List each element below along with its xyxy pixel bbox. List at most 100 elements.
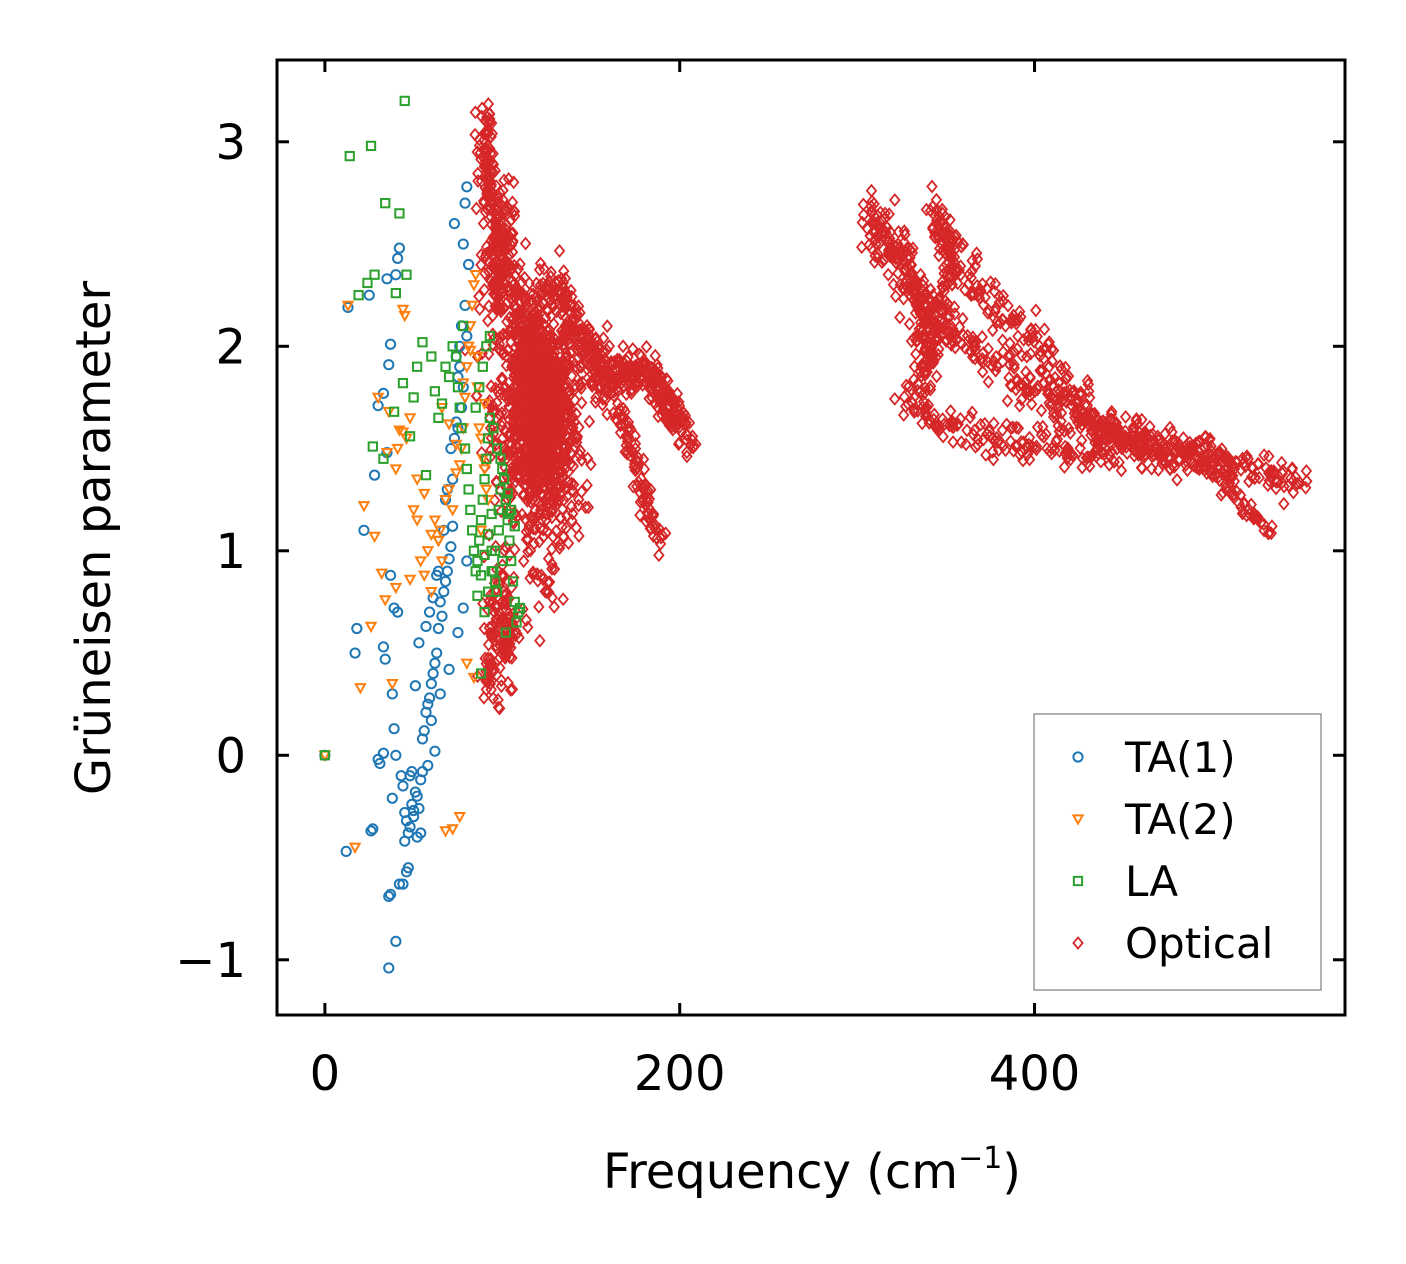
point-optical xyxy=(541,506,553,521)
point-optical xyxy=(1130,412,1143,426)
point-optical xyxy=(572,299,585,314)
point-optical xyxy=(616,410,628,424)
point-optical xyxy=(876,255,888,270)
x-tick-label: 0 xyxy=(310,1046,341,1102)
point-optical xyxy=(908,359,921,374)
point-optical xyxy=(968,423,981,438)
point-optical xyxy=(502,639,515,654)
point-optical xyxy=(986,444,999,459)
point-optical xyxy=(1046,354,1058,369)
point-la xyxy=(475,668,487,679)
point-optical xyxy=(959,341,971,356)
point-optical xyxy=(577,349,589,364)
point-optical xyxy=(551,369,563,383)
point-optical xyxy=(528,536,540,551)
point-optical xyxy=(1117,436,1130,451)
series-optical xyxy=(459,97,1313,716)
point-optical xyxy=(914,315,927,330)
y-axis-title: Grüneisen parameter xyxy=(66,281,122,796)
point-optical xyxy=(1113,455,1125,470)
point-ta-1- xyxy=(461,330,473,342)
point-ta-1- xyxy=(392,252,404,264)
point-ta-2- xyxy=(464,345,477,358)
point-optical xyxy=(1272,474,1284,489)
point-optical xyxy=(471,145,483,159)
point-optical xyxy=(680,427,693,441)
point-optical xyxy=(516,434,528,448)
point-optical xyxy=(1111,441,1123,456)
point-optical xyxy=(1055,406,1068,420)
point-optical xyxy=(1113,437,1125,451)
point-optical xyxy=(997,294,1009,309)
point-la xyxy=(380,198,391,209)
point-ta-2- xyxy=(480,484,493,497)
point-la xyxy=(394,208,405,219)
point-optical xyxy=(489,239,502,254)
point-ta-1- xyxy=(388,602,400,614)
point-optical xyxy=(948,300,961,314)
point-ta-2- xyxy=(389,582,403,595)
point-la xyxy=(504,535,515,546)
point-optical xyxy=(905,258,918,272)
point-optical xyxy=(531,309,544,323)
point-optical xyxy=(558,380,570,394)
point-optical xyxy=(487,398,499,413)
point-optical xyxy=(1068,384,1080,398)
point-optical xyxy=(1015,392,1028,407)
point-optical xyxy=(1278,496,1290,511)
point-optical xyxy=(1045,441,1058,456)
point-optical xyxy=(492,653,504,667)
point-optical xyxy=(969,335,982,350)
point-ta-1- xyxy=(408,804,420,817)
point-optical xyxy=(1138,449,1151,464)
point-optical xyxy=(485,243,498,258)
point-optical xyxy=(635,478,647,493)
point-optical xyxy=(948,250,961,265)
point-ta-1- xyxy=(383,890,395,902)
point-ta-1- xyxy=(425,678,437,690)
point-optical xyxy=(564,457,577,472)
point-optical xyxy=(993,295,1006,310)
point-la xyxy=(443,371,455,383)
point-optical xyxy=(596,397,609,412)
point-optical xyxy=(1023,430,1036,445)
point-optical xyxy=(966,287,979,302)
point-ta-1- xyxy=(425,714,437,727)
point-optical xyxy=(874,205,887,220)
point-optical xyxy=(983,424,996,439)
point-optical xyxy=(565,369,578,383)
point-la xyxy=(507,576,519,587)
point-ta-1- xyxy=(443,553,455,565)
point-optical xyxy=(686,433,699,448)
point-optical xyxy=(567,477,580,492)
point-ta-1- xyxy=(429,657,441,669)
point-optical xyxy=(900,378,913,393)
point-optical xyxy=(571,307,584,322)
point-optical xyxy=(1129,439,1142,454)
point-optical xyxy=(480,159,493,174)
point-optical xyxy=(1252,510,1264,524)
point-optical xyxy=(897,408,910,422)
point-optical xyxy=(517,403,530,418)
point-ta-1- xyxy=(390,749,402,761)
point-optical xyxy=(522,544,534,559)
point-optical xyxy=(996,423,1009,437)
point-ta-2- xyxy=(460,362,474,374)
point-optical xyxy=(477,216,490,231)
point-optical xyxy=(507,514,520,528)
point-optical xyxy=(1226,485,1238,500)
point-la xyxy=(417,337,428,348)
point-optical xyxy=(496,251,509,265)
point-optical xyxy=(921,365,933,379)
point-ta-1- xyxy=(390,935,402,947)
point-optical xyxy=(1222,453,1234,468)
point-optical xyxy=(459,342,471,357)
point-optical xyxy=(1234,488,1247,502)
point-optical xyxy=(502,428,515,443)
point-optical xyxy=(971,252,984,266)
point-la xyxy=(484,330,496,342)
point-la xyxy=(390,287,402,299)
point-optical xyxy=(1203,433,1215,447)
point-optical xyxy=(1178,449,1191,464)
point-optical xyxy=(687,440,700,455)
